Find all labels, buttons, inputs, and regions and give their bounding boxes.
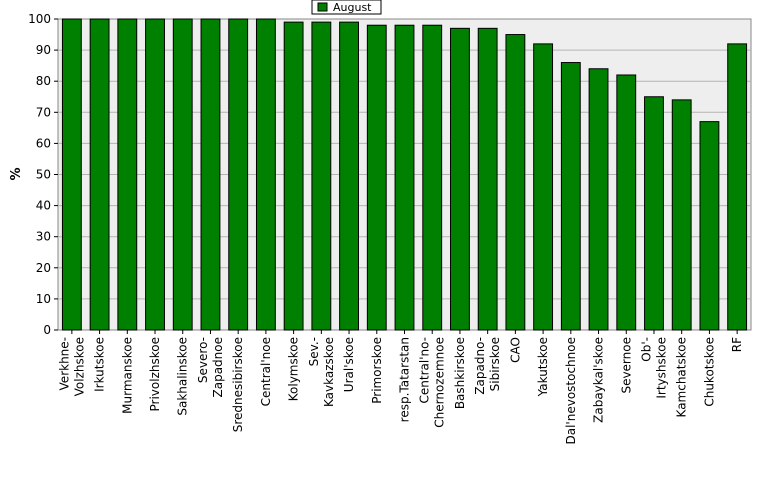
bar[interactable] [533,43,554,331]
bar[interactable] [616,74,637,331]
x-category-label: Verkhne- [57,337,71,390]
bar[interactable] [422,24,443,331]
x-category-label: Sev.- [307,337,321,366]
x-category-label: Murmanskoe [120,337,134,414]
y-tick-label: 0 [43,323,51,337]
bar[interactable] [89,18,110,331]
x-category-label: Srednesibirskoe [231,337,245,432]
bar[interactable] [699,121,720,331]
legend-swatch [317,2,328,12]
x-category-label: Ob'- [639,337,653,362]
x-category-label: Sibirskoe [488,337,502,391]
x-category-label: Severnoe [619,337,633,394]
x-category-label: Irkutskoe [93,337,107,392]
x-category-label: Zapadno- [473,337,487,395]
x-category-label: Sakhalinskoe [176,337,190,416]
x-category-label: Volzhskoe [72,337,86,396]
bar[interactable] [450,27,470,331]
y-axis-label: % [9,167,24,180]
x-category-label: Yakutskoe [536,337,550,397]
bar[interactable] [339,21,359,331]
legend-label-august: August [333,1,372,14]
x-category-label: Kamchatskoe [675,337,689,417]
bar[interactable] [394,24,415,331]
bar[interactable] [671,99,692,331]
y-tick-label: 20 [36,261,51,275]
x-category-label: resp.Tatarstan [398,337,412,422]
x-category-label: Privolzhskoe [148,337,162,411]
x-category-label: Primorskoe [370,337,384,404]
y-tick-label: 70 [36,105,51,119]
x-category-label: Zabaykal'skoe [592,337,606,423]
legend[interactable]: August [311,0,382,15]
y-tick-label: 30 [36,230,51,244]
x-category-label: Zapadnoe [211,337,225,398]
x-category-label: Kolymskoe [287,337,301,401]
y-tick-label: 40 [36,199,51,213]
x-category-label: CAO [508,337,522,363]
y-tick-label: 90 [36,43,51,57]
y-tick-label: 100 [28,12,51,26]
y-tick-label: 60 [36,136,51,150]
bar[interactable] [145,18,165,331]
x-category-label: Dal'nevostochnoe [564,337,578,445]
x-category-label: Chukotskoe [702,337,716,407]
bar[interactable] [560,62,581,331]
bar[interactable] [588,68,609,331]
bar[interactable] [311,21,332,331]
bar[interactable] [477,27,498,331]
bar[interactable] [228,18,249,331]
x-category-label: Bashkirskoe [453,337,467,409]
x-category-label: Severo- [196,337,210,383]
bar[interactable] [727,43,748,331]
x-category-label: Chernozemnoe [433,337,447,428]
bar[interactable] [366,24,387,331]
x-category-label: Central'no- [418,337,432,404]
bar[interactable] [172,18,193,331]
bar[interactable] [200,18,221,331]
x-category-label: Ural'skoe [342,337,356,392]
x-axis-labels: Verkhne- Volzhskoe Irkutskoe Murmanskoe Priv… [57,330,744,445]
y-tick-label: 50 [36,168,51,182]
bar[interactable] [117,18,138,331]
bar[interactable] [283,21,304,331]
y-tick-label: 10 [36,292,51,306]
x-category-label: Irtyshskoe [654,337,668,399]
bar[interactable] [644,96,664,331]
bar[interactable] [61,18,82,331]
bar[interactable] [255,18,276,331]
bar-series [61,18,748,331]
y-tick-label: 80 [36,74,51,88]
y-axis-ticks: 0 10 20 30 40 50 60 70 80 90 100 [28,12,58,337]
x-category-label: Central'noe [259,337,273,406]
legend-box [311,0,382,15]
x-category-label: Kavkazskoe [322,337,336,407]
bar[interactable] [505,34,526,331]
x-category-label: RF [730,337,744,352]
